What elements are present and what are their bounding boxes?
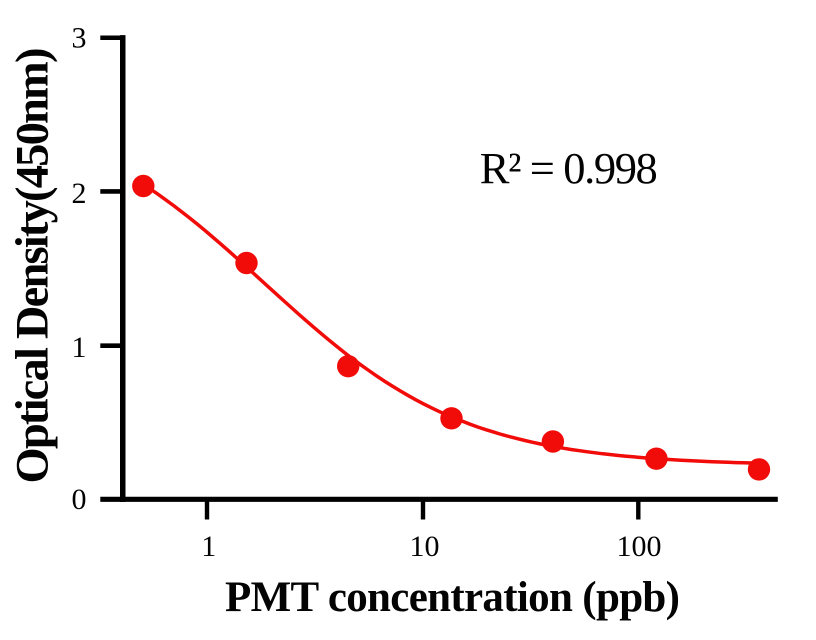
svg-text:100: 100 [617, 530, 662, 563]
svg-text:PMT concentration (ppb): PMT concentration (ppb) [225, 574, 680, 621]
svg-text:R² = 0.998: R² = 0.998 [480, 143, 658, 193]
svg-text:1: 1 [201, 530, 216, 563]
svg-text:1: 1 [72, 331, 87, 364]
svg-text:2: 2 [72, 177, 87, 210]
svg-text:Optical Density(450nm): Optical Density(450nm) [8, 48, 59, 484]
svg-text:10: 10 [410, 530, 440, 563]
svg-text:0: 0 [72, 483, 87, 516]
svg-text:3: 3 [72, 21, 87, 54]
